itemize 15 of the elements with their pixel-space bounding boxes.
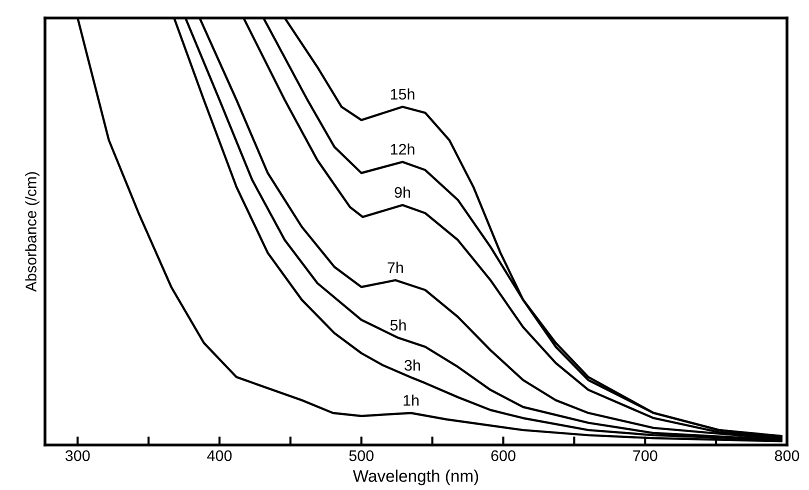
x-tick-label: 500: [349, 450, 374, 462]
y-axis-title: Absorbance (/cm): [25, 172, 40, 292]
x-tick-label: 800: [774, 450, 800, 462]
x-tick-label: 300: [65, 450, 90, 462]
series-label: 3h: [404, 360, 420, 371]
series-label: 7h: [388, 262, 403, 273]
series-label: 5h: [390, 319, 406, 331]
x-tick-label: 700: [633, 450, 658, 462]
x-tick-label: 600: [491, 450, 516, 462]
series-label: 12h: [390, 143, 414, 155]
x-tick-label: 400: [207, 450, 232, 462]
series-label: 15h: [390, 88, 414, 100]
series-label: 1h: [404, 394, 419, 406]
series-label: 9h: [394, 186, 410, 198]
x-axis-title: Wavelength (nm): [352, 470, 478, 486]
